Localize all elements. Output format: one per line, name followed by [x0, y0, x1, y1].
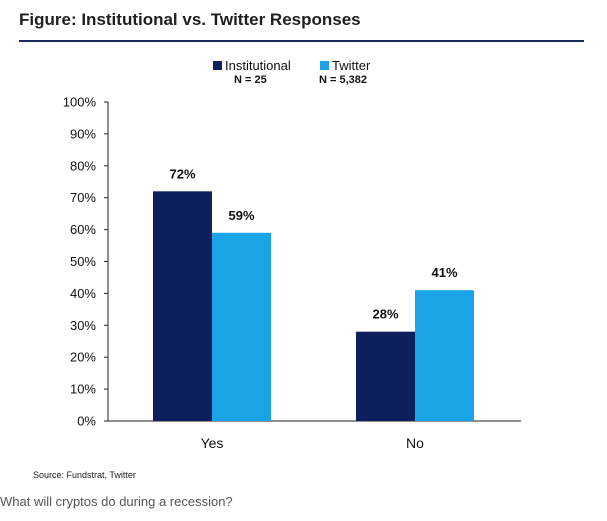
data-label-twitter-no: 41% — [431, 265, 457, 280]
data-label-twitter-yes: 59% — [228, 208, 254, 223]
legend-swatch-twitter — [320, 61, 329, 70]
x-tick-label-yes: Yes — [201, 435, 224, 451]
title-divider — [19, 40, 584, 42]
bars: 72% 59% Yes 28% 41% No — [153, 166, 474, 451]
legend-label-twitter: Twitter — [332, 58, 371, 73]
y-tick-label: 50% — [70, 254, 96, 269]
bar-twitter-yes — [212, 232, 271, 421]
y-tick-label: 20% — [70, 350, 96, 365]
figure-panel: Figure: Institutional vs. Twitter Respon… — [19, 10, 584, 480]
y-tick-label: 40% — [70, 286, 96, 301]
legend-label-institutional: Institutional — [225, 58, 291, 73]
y-tick-label: 10% — [70, 382, 96, 397]
legend: Institutional N = 25 Twitter N = 5,382 — [213, 58, 371, 86]
y-tick-label: 60% — [70, 222, 96, 237]
legend-sublabel-institutional: N = 25 — [234, 74, 267, 86]
y-tick-label: 0% — [77, 414, 96, 429]
bar-institutional-no — [356, 331, 415, 421]
data-label-institutional-no: 28% — [372, 307, 398, 322]
source-note: Source: Fundstrat, Twitter — [33, 470, 136, 480]
bar-twitter-no — [415, 290, 474, 421]
y-tick-label: 90% — [70, 126, 96, 141]
y-tick-label: 80% — [70, 158, 96, 173]
legend-swatch-institutional — [213, 61, 222, 70]
y-tick-label: 100% — [63, 95, 97, 110]
bar-chart: Institutional N = 25 Twitter N = 5,382 0… — [63, 58, 521, 451]
legend-sublabel-twitter: N = 5,382 — [319, 74, 367, 86]
image-caption: What will cryptos do during a recession? — [0, 494, 233, 509]
data-label-institutional-yes: 72% — [169, 166, 195, 181]
y-tick-label: 30% — [70, 318, 96, 333]
axes: 0% 10% 20% 30% 40% 50% 60% 70% 80% 90% 100% — [63, 95, 521, 429]
bar-institutional-yes — [153, 191, 212, 421]
y-tick-label: 70% — [70, 190, 96, 205]
figure-title: Figure: Institutional vs. Twitter Respon… — [19, 10, 361, 29]
x-tick-label-no: No — [406, 435, 424, 451]
